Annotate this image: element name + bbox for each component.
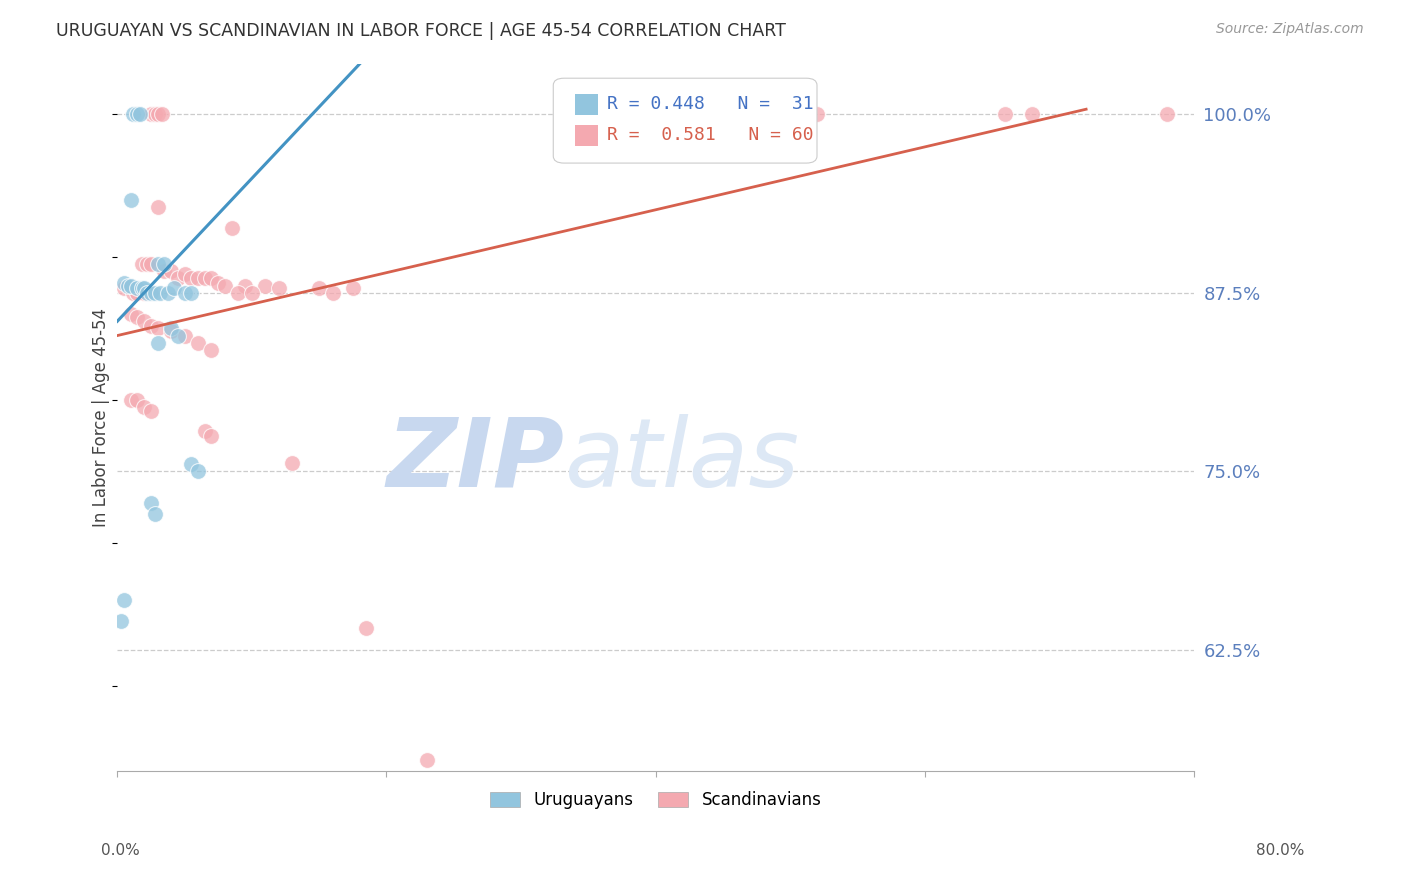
Point bbox=[150, 107, 173, 121]
Point bbox=[127, 285, 149, 300]
Point bbox=[166, 271, 188, 285]
Point bbox=[120, 193, 142, 207]
Point bbox=[322, 285, 344, 300]
Point bbox=[233, 278, 256, 293]
Point bbox=[122, 285, 145, 300]
Legend: Uruguayans, Scandinavians: Uruguayans, Scandinavians bbox=[484, 785, 828, 816]
Point bbox=[143, 285, 166, 300]
Point bbox=[281, 456, 304, 470]
Point bbox=[160, 321, 183, 335]
Point bbox=[157, 285, 180, 300]
Point bbox=[354, 622, 377, 636]
Point bbox=[416, 753, 439, 767]
Point bbox=[135, 257, 157, 271]
Point bbox=[160, 324, 183, 338]
Point bbox=[139, 107, 162, 121]
FancyBboxPatch shape bbox=[575, 125, 599, 146]
Point bbox=[214, 278, 236, 293]
Point bbox=[120, 278, 142, 293]
Point bbox=[139, 257, 162, 271]
Point bbox=[110, 615, 132, 629]
Point bbox=[180, 271, 202, 285]
Point bbox=[127, 281, 149, 295]
Point bbox=[617, 107, 640, 121]
Point bbox=[120, 392, 142, 407]
Point bbox=[228, 285, 250, 300]
Point bbox=[146, 257, 169, 271]
Point bbox=[180, 457, 202, 471]
Point bbox=[173, 328, 195, 343]
Text: atlas: atlas bbox=[564, 414, 799, 507]
Text: ZIP: ZIP bbox=[387, 414, 564, 507]
Y-axis label: In Labor Force | Age 45-54: In Labor Force | Age 45-54 bbox=[93, 309, 110, 527]
Point bbox=[127, 107, 149, 121]
Point bbox=[129, 107, 152, 121]
Point bbox=[163, 281, 186, 295]
Point bbox=[131, 281, 153, 295]
Text: 0.0%: 0.0% bbox=[101, 843, 141, 858]
Point bbox=[194, 425, 217, 439]
Text: Source: ZipAtlas.com: Source: ZipAtlas.com bbox=[1216, 22, 1364, 37]
Point bbox=[180, 285, 202, 300]
Point bbox=[160, 264, 183, 278]
Point bbox=[146, 107, 169, 121]
FancyBboxPatch shape bbox=[575, 94, 599, 115]
Point bbox=[112, 281, 135, 295]
Point bbox=[139, 496, 162, 510]
Text: R = 0.448   N =  31: R = 0.448 N = 31 bbox=[607, 95, 814, 113]
FancyBboxPatch shape bbox=[554, 78, 817, 163]
Point bbox=[240, 285, 263, 300]
Point bbox=[112, 593, 135, 607]
Point bbox=[139, 404, 162, 418]
Point bbox=[153, 257, 176, 271]
Point bbox=[200, 343, 222, 357]
Point bbox=[1021, 107, 1043, 121]
Text: R =  0.581   N = 60: R = 0.581 N = 60 bbox=[607, 127, 814, 145]
Point bbox=[139, 285, 162, 300]
Point bbox=[117, 278, 139, 293]
Point bbox=[994, 107, 1017, 121]
Point bbox=[254, 278, 277, 293]
Point bbox=[173, 267, 195, 281]
Point bbox=[207, 276, 229, 290]
Point bbox=[806, 107, 828, 121]
Point bbox=[187, 464, 209, 478]
Point bbox=[187, 335, 209, 350]
Point bbox=[120, 281, 142, 295]
Point bbox=[143, 507, 166, 521]
Text: URUGUAYAN VS SCANDINAVIAN IN LABOR FORCE | AGE 45-54 CORRELATION CHART: URUGUAYAN VS SCANDINAVIAN IN LABOR FORCE… bbox=[56, 22, 786, 40]
Point bbox=[308, 281, 330, 295]
Point bbox=[779, 107, 801, 121]
Point bbox=[194, 271, 217, 285]
Point bbox=[134, 281, 156, 295]
Point bbox=[187, 271, 209, 285]
Point bbox=[342, 281, 364, 295]
Point bbox=[200, 271, 222, 285]
Point bbox=[591, 107, 613, 121]
Point bbox=[122, 107, 145, 121]
Point bbox=[146, 321, 169, 335]
Point bbox=[149, 285, 172, 300]
Point bbox=[221, 221, 243, 235]
Point bbox=[200, 428, 222, 442]
Point bbox=[135, 285, 157, 300]
Point bbox=[146, 335, 169, 350]
Point bbox=[267, 281, 290, 295]
Point bbox=[146, 200, 169, 214]
Point bbox=[120, 307, 142, 321]
Point bbox=[166, 328, 188, 343]
Point bbox=[153, 264, 176, 278]
Point bbox=[134, 314, 156, 328]
Point bbox=[131, 257, 153, 271]
Point bbox=[134, 400, 156, 414]
Point bbox=[173, 285, 195, 300]
Point bbox=[112, 276, 135, 290]
Point bbox=[134, 285, 156, 300]
Text: 80.0%: 80.0% bbox=[1257, 843, 1305, 858]
Point bbox=[143, 107, 166, 121]
Point bbox=[127, 392, 149, 407]
Point bbox=[127, 310, 149, 324]
Point bbox=[139, 318, 162, 333]
Point bbox=[1156, 107, 1178, 121]
